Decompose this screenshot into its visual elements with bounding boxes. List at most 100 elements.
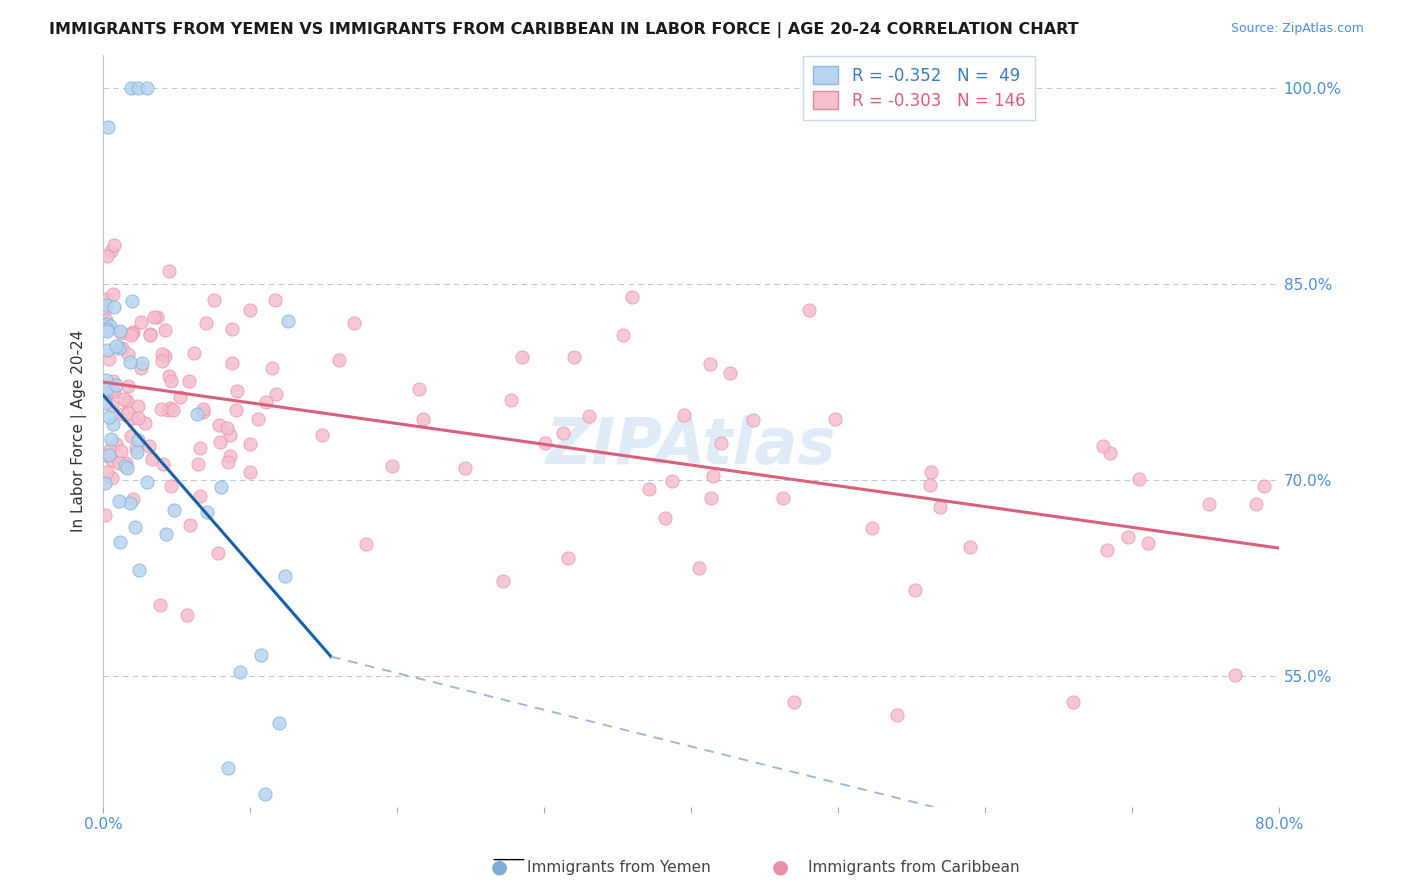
Point (228, 665, 250, 680)
Point (93, 302, 115, 317)
Point (100, 383, 122, 397)
Point (959, 540, 981, 554)
Point (274, 568, 297, 582)
Point (108, 456, 131, 470)
Point (328, 353, 350, 368)
Point (110, 443, 132, 458)
Point (117, 378, 139, 392)
Point (637, 482, 659, 496)
Point (100, 244, 122, 259)
Point (115, 460, 138, 475)
Point (121, 326, 143, 340)
Point (920, 465, 942, 479)
Text: Immigrants from Caribbean: Immigrants from Caribbean (808, 860, 1021, 874)
Point (104, 437, 127, 451)
Point (742, 413, 765, 427)
Point (1244, 498, 1267, 512)
Point (354, 537, 377, 551)
Point (710, 436, 733, 450)
Point (141, 452, 163, 467)
Point (150, 353, 173, 368)
Point (239, 465, 262, 479)
Point (155, 527, 177, 541)
Point (1128, 472, 1150, 486)
Point (112, 392, 135, 406)
Y-axis label: In Labor Force | Age 20-24: In Labor Force | Age 20-24 (72, 330, 87, 533)
Point (219, 427, 242, 442)
Point (699, 357, 721, 371)
Point (1091, 439, 1114, 453)
Point (904, 582, 927, 597)
Point (101, 399, 124, 413)
Point (157, 264, 180, 278)
Point (105, 339, 128, 353)
Point (150, 402, 173, 417)
Point (195, 316, 218, 330)
Point (267, 716, 290, 731)
Legend: R = -0.352   N =  49, R = -0.303   N = 146: R = -0.352 N = 49, R = -0.303 N = 146 (803, 56, 1035, 120)
Point (688, 561, 710, 575)
Point (103, 384, 125, 399)
Point (209, 480, 232, 494)
Point (253, 787, 276, 801)
Point (152, 458, 174, 472)
Point (146, 310, 169, 325)
Point (195, 505, 218, 519)
Point (94, 449, 117, 463)
Point (718, 366, 741, 380)
Point (108, 324, 131, 338)
Point (121, 325, 143, 339)
Point (311, 428, 333, 442)
Point (239, 437, 262, 451)
Point (612, 328, 634, 343)
Point (188, 489, 211, 503)
Point (886, 708, 908, 723)
Point (124, 520, 146, 534)
Point (101, 471, 124, 485)
Point (117, 347, 139, 361)
Point (702, 469, 724, 483)
Point (96, 321, 118, 335)
Point (131, 356, 153, 370)
Point (254, 394, 277, 409)
Point (277, 314, 299, 328)
Point (108, 494, 131, 508)
Point (101, 453, 124, 467)
Point (94, 298, 117, 312)
Point (700, 491, 723, 506)
Point (226, 384, 249, 399)
Point (128, 563, 150, 577)
Point (1097, 542, 1119, 557)
Point (797, 303, 820, 318)
Point (118, 355, 141, 369)
Point (96, 313, 118, 327)
Point (98, 448, 121, 462)
Point (108, 535, 131, 549)
Point (110, 326, 132, 340)
Point (127, 399, 149, 413)
Text: ●: ● (772, 857, 789, 877)
Point (929, 500, 952, 514)
Point (1116, 530, 1139, 544)
Point (120, 80, 142, 95)
Point (127, 410, 149, 425)
Point (221, 356, 243, 370)
Point (621, 290, 644, 304)
Text: IMMIGRANTS FROM YEMEN VS IMMIGRANTS FROM CARIBBEAN IN LABOR FORCE | AGE 20-24 CO: IMMIGRANTS FROM YEMEN VS IMMIGRANTS FROM… (49, 22, 1078, 38)
Point (169, 390, 191, 404)
Point (501, 392, 523, 407)
Point (673, 408, 696, 422)
Point (183, 346, 205, 360)
Point (100, 432, 122, 446)
Point (772, 491, 794, 505)
Point (103, 374, 125, 388)
Point (492, 574, 515, 588)
Point (96, 317, 118, 331)
Point (96, 382, 118, 396)
Point (125, 445, 148, 459)
Point (533, 436, 555, 450)
Point (97, 120, 120, 134)
Point (176, 608, 198, 623)
Point (103, 237, 125, 252)
Point (1198, 497, 1220, 511)
